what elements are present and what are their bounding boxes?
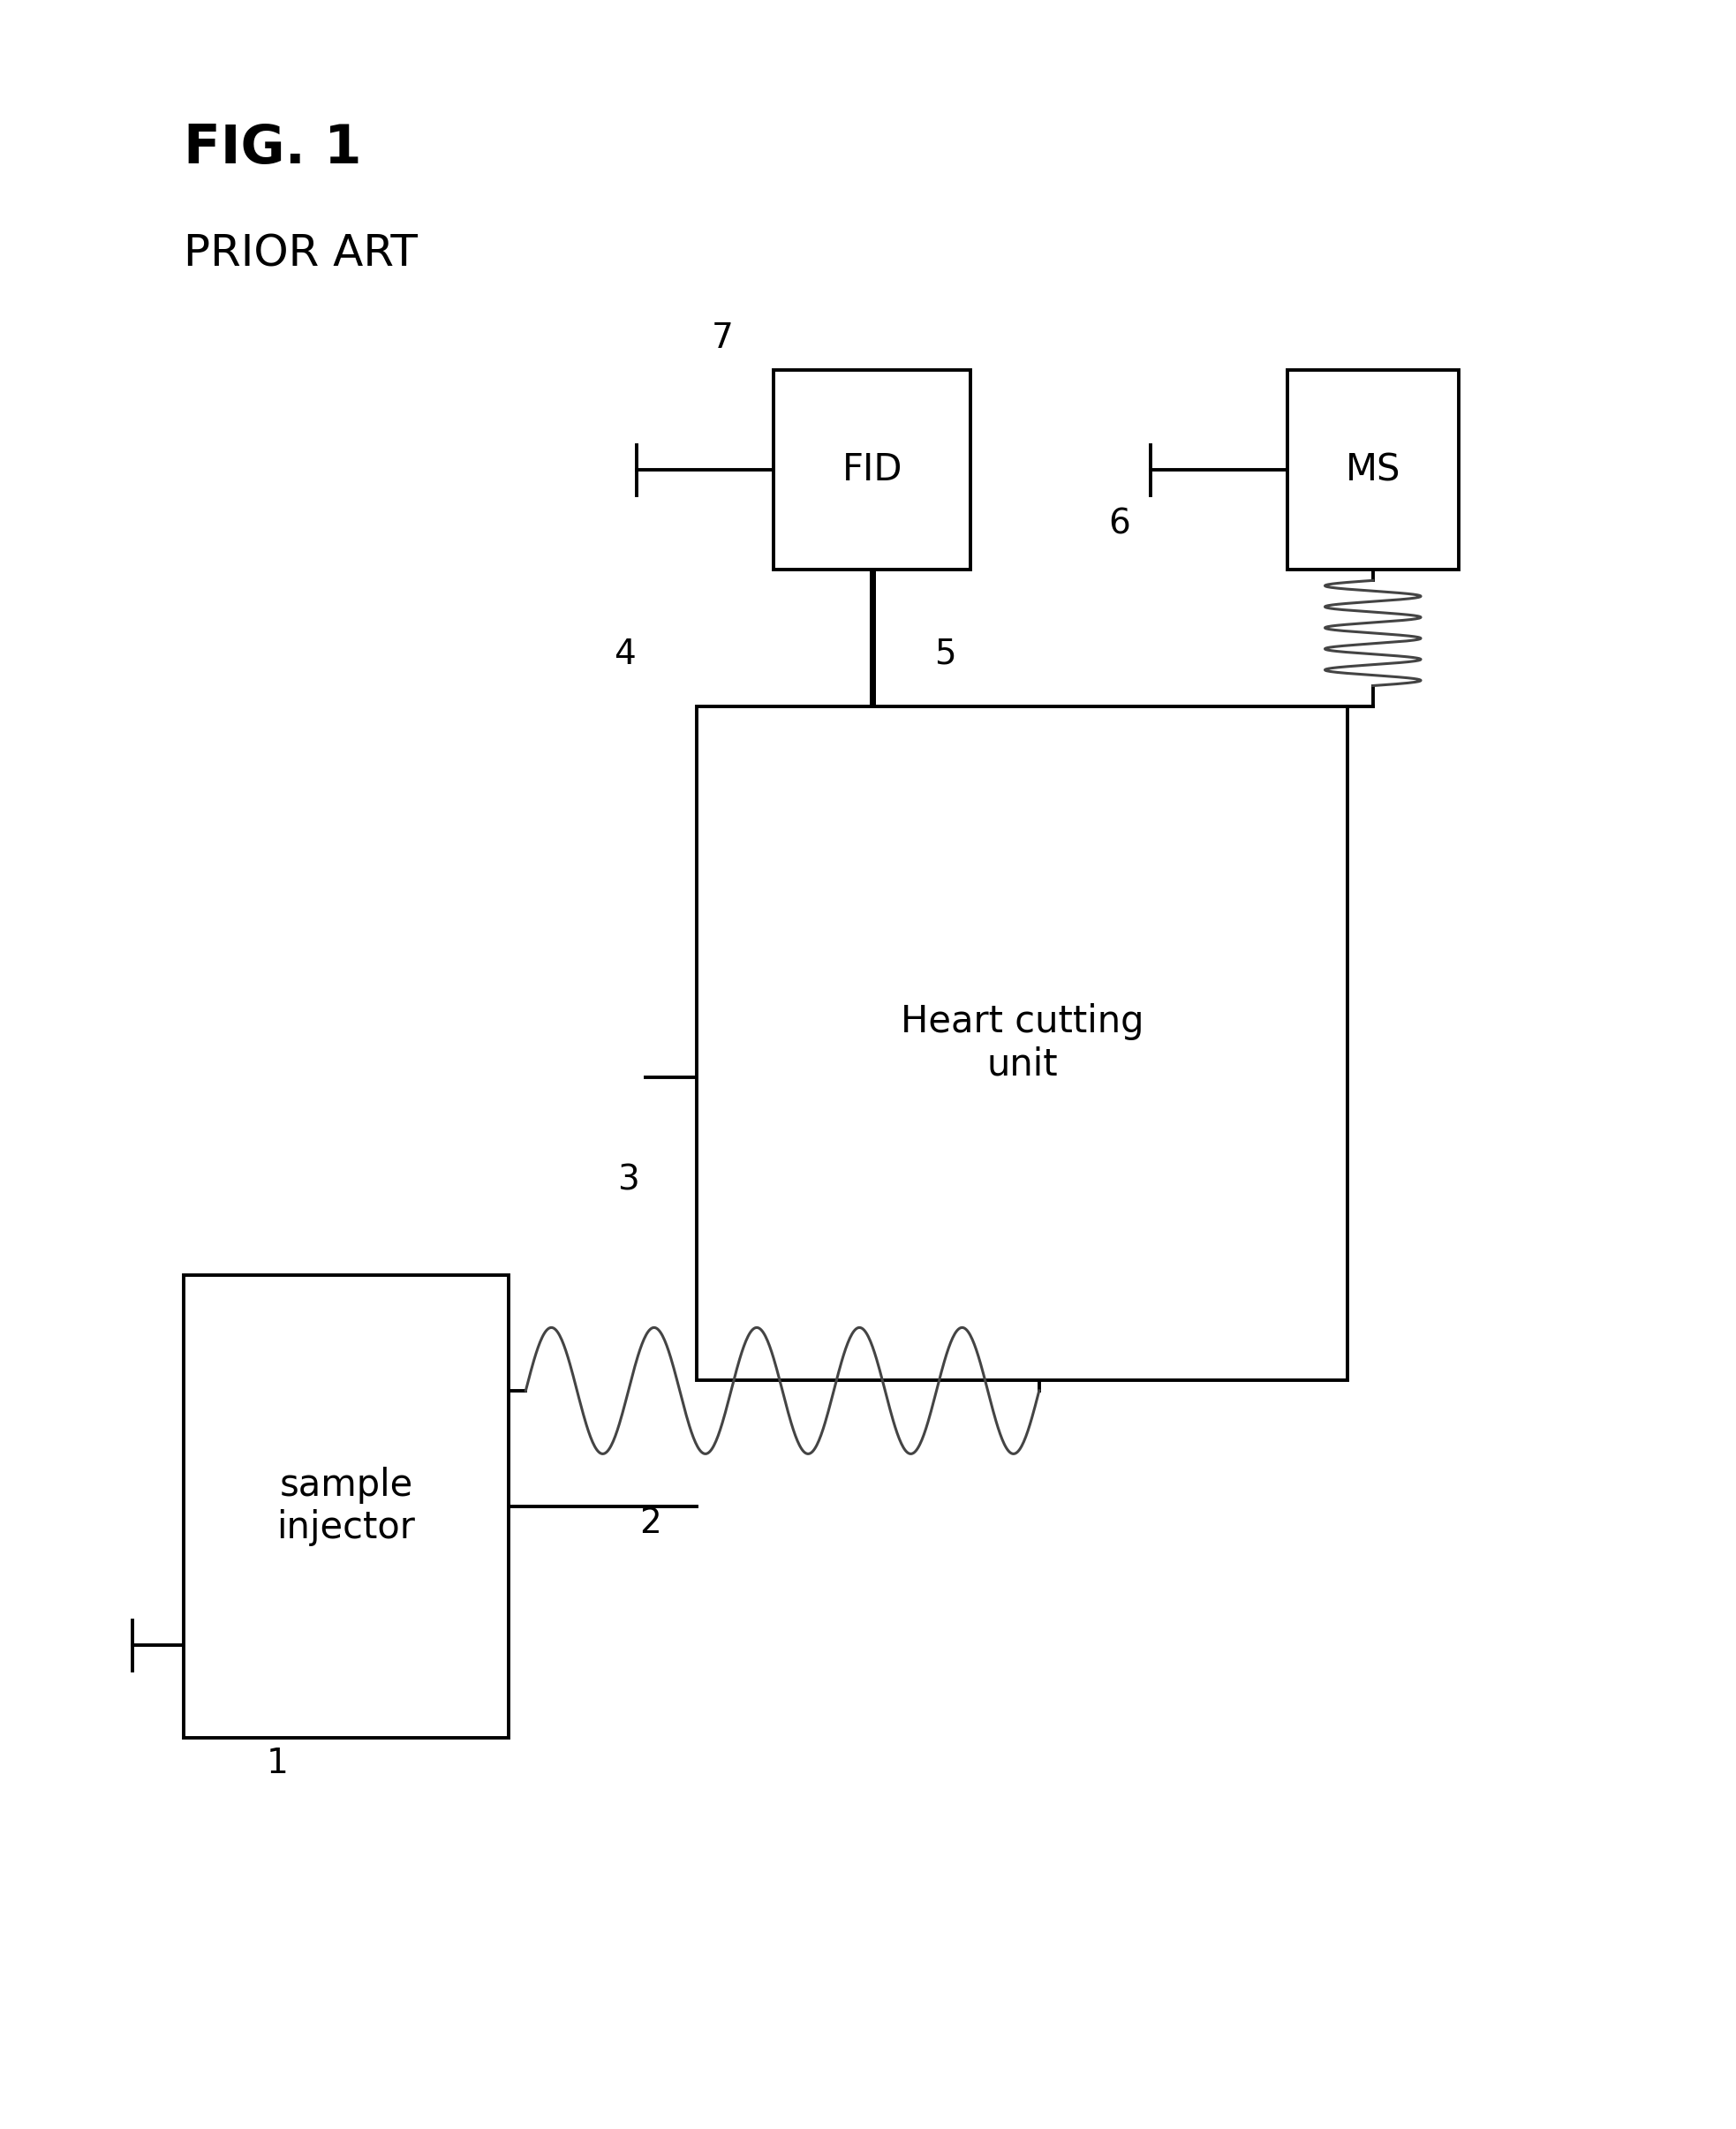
Text: 5: 5 (934, 637, 957, 671)
FancyBboxPatch shape (184, 1275, 509, 1737)
Text: 2: 2 (639, 1507, 661, 1539)
Text: FID: FID (842, 451, 903, 488)
Text: MS: MS (1345, 451, 1401, 488)
FancyBboxPatch shape (774, 370, 970, 571)
Text: sample
injector: sample injector (276, 1467, 415, 1546)
Text: 1: 1 (267, 1746, 288, 1780)
Text: 7: 7 (712, 321, 734, 356)
FancyBboxPatch shape (1288, 370, 1458, 571)
Text: 4: 4 (615, 637, 635, 671)
Text: 6: 6 (1109, 507, 1130, 541)
Text: 3: 3 (618, 1162, 639, 1196)
Text: PRIOR ART: PRIOR ART (184, 232, 417, 275)
Text: Heart cutting
unit: Heart cutting unit (901, 1003, 1144, 1084)
FancyBboxPatch shape (696, 707, 1347, 1380)
Text: FIG. 1: FIG. 1 (184, 123, 361, 175)
